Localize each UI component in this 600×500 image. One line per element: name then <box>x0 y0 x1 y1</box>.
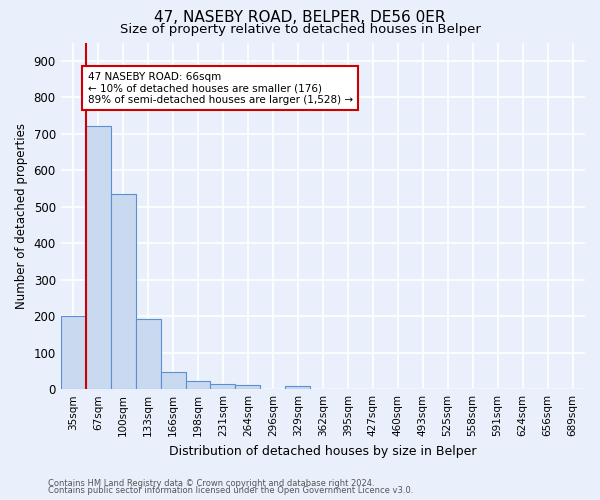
Bar <box>211 384 235 389</box>
Bar <box>110 194 136 389</box>
Text: 47 NASEBY ROAD: 66sqm
← 10% of detached houses are smaller (176)
89% of semi-det: 47 NASEBY ROAD: 66sqm ← 10% of detached … <box>88 72 353 105</box>
Bar <box>161 372 185 389</box>
X-axis label: Distribution of detached houses by size in Belper: Distribution of detached houses by size … <box>169 444 476 458</box>
Text: Contains HM Land Registry data © Crown copyright and database right 2024.: Contains HM Land Registry data © Crown c… <box>48 478 374 488</box>
Y-axis label: Number of detached properties: Number of detached properties <box>15 123 28 309</box>
Text: Size of property relative to detached houses in Belper: Size of property relative to detached ho… <box>119 22 481 36</box>
Bar <box>136 318 161 389</box>
Bar <box>286 386 310 389</box>
Bar <box>61 316 86 389</box>
Text: 47, NASEBY ROAD, BELPER, DE56 0ER: 47, NASEBY ROAD, BELPER, DE56 0ER <box>154 10 446 25</box>
Bar <box>235 385 260 389</box>
Bar <box>185 381 211 389</box>
Text: Contains public sector information licensed under the Open Government Licence v3: Contains public sector information licen… <box>48 486 413 495</box>
Bar <box>86 126 110 389</box>
